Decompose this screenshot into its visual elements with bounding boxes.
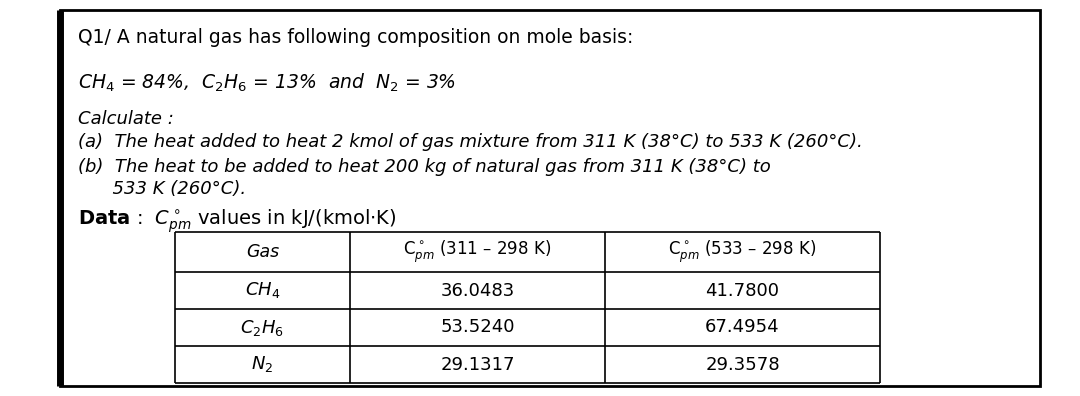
Text: CH$_4$: CH$_4$ (245, 280, 281, 301)
Text: C$_2$H$_6$: C$_2$H$_6$ (241, 318, 285, 337)
Text: 67.4954: 67.4954 (705, 318, 780, 337)
Text: CH$_4$ = 84%,  C$_2$H$_6$ = 13%  and  N$_2$ = 3%: CH$_4$ = 84%, C$_2$H$_6$ = 13% and N$_2$… (78, 72, 456, 94)
Text: 41.7800: 41.7800 (705, 282, 780, 299)
Text: N$_2$: N$_2$ (252, 354, 273, 375)
Text: (b)  The heat to be added to heat 200 kg of natural gas from 311 K (38°C) to: (b) The heat to be added to heat 200 kg … (78, 158, 771, 176)
Text: C$^\circ_{pm}$ (533 – 298 K): C$^\circ_{pm}$ (533 – 298 K) (669, 239, 816, 265)
Text: 29.3578: 29.3578 (705, 356, 780, 373)
Text: 29.1317: 29.1317 (441, 356, 515, 373)
Text: $\mathbf{Data}$ :  $C^\circ_{pm}$ values in kJ/(kmol$\cdot$K): $\mathbf{Data}$ : $C^\circ_{pm}$ values … (78, 207, 396, 235)
Text: Q1/ A natural gas has following composition on mole basis:: Q1/ A natural gas has following composit… (78, 28, 633, 47)
Text: 36.0483: 36.0483 (441, 282, 515, 299)
Text: (a)  The heat added to heat 2 kmol of gas mixture from 311 K (38°C) to 533 K (26: (a) The heat added to heat 2 kmol of gas… (78, 133, 863, 151)
Text: 533 K (260°C).: 533 K (260°C). (78, 180, 246, 198)
Text: C$^\circ_{pm}$ (311 – 298 K): C$^\circ_{pm}$ (311 – 298 K) (404, 239, 552, 265)
Text: Calculate :: Calculate : (78, 110, 174, 128)
Text: 53.5240: 53.5240 (441, 318, 515, 337)
Text: Gas: Gas (246, 243, 279, 261)
